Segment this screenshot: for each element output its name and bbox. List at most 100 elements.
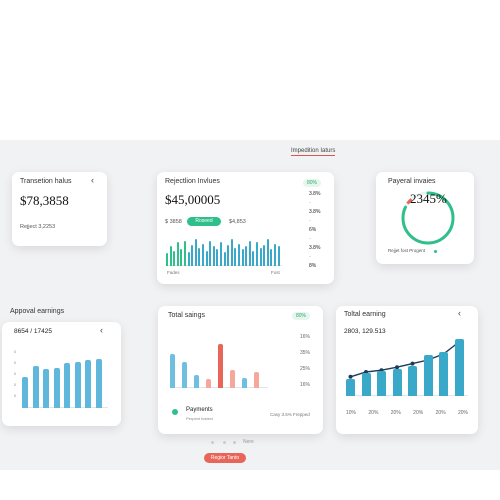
axis-label-left: Fades — [167, 270, 180, 275]
y-label: 8 — [14, 361, 16, 365]
x-label: 20% — [390, 410, 401, 416]
rejection-bar — [180, 249, 183, 266]
side-stat: - — [309, 200, 311, 206]
payments-dot-icon — [172, 409, 178, 415]
rejection-bar — [173, 251, 176, 266]
legend-title: Payments — [186, 407, 213, 413]
progress-ring-fill — [401, 191, 455, 245]
side-stat: - — [309, 218, 311, 224]
trend-point — [348, 374, 353, 379]
approval-bar — [22, 377, 28, 408]
rejection-bar — [205, 251, 208, 266]
side-stat: 3.8% — [309, 191, 321, 197]
payeral-card: Payeral invaies 2345% Rejjet fost Progen… — [376, 172, 474, 264]
approval-bar — [74, 362, 81, 408]
earning-bar — [439, 352, 448, 396]
y-axis-labels: 8 8 8 8 8 — [14, 350, 20, 405]
rejection-bar — [245, 246, 248, 266]
top-tab-link[interactable]: Impedition Iaturs — [291, 148, 336, 156]
approval-bar-chart — [22, 352, 108, 408]
rejection-bar — [277, 246, 280, 266]
right-labels: 16% 35% 25% 16% — [300, 334, 310, 398]
transaction-card: Transetion halus ‹ $78,3858 Rejject 3,22… — [12, 172, 107, 246]
rejection-bar — [227, 245, 230, 266]
chevron-left-icon[interactable]: ‹ — [458, 308, 461, 318]
rejection-bar — [263, 245, 266, 266]
page-dot[interactable] — [211, 441, 214, 444]
trend-point — [410, 361, 415, 366]
pager-text[interactable]: Nere — [243, 439, 254, 445]
footer-button[interactable]: Regior Tanto — [204, 453, 246, 463]
y-label: 8 — [14, 383, 16, 387]
earning-bar — [423, 355, 433, 396]
y-label: 8 — [14, 350, 16, 354]
rejection-bar — [223, 252, 226, 266]
rejection-bar — [234, 248, 237, 266]
chevron-left-icon[interactable]: ‹ — [100, 325, 103, 335]
approval-bar — [85, 360, 91, 408]
rejection-bar — [252, 251, 255, 266]
status-dot-icon — [434, 250, 437, 253]
card-value: $78,3858 — [20, 193, 69, 208]
savings-bar — [206, 379, 211, 388]
y-label: 8 — [14, 372, 16, 376]
card-footer: Rejject 3,2253 — [20, 224, 56, 230]
card-title: Rejectlion Invlues — [165, 178, 220, 185]
side-stat: 3.8% — [309, 245, 321, 251]
card-value: 8654 / 17425 — [14, 328, 52, 335]
savings-bar — [170, 354, 175, 388]
card-value: $45,00005 — [165, 192, 221, 207]
trend-point — [395, 365, 399, 370]
x-label: 20% — [368, 410, 379, 416]
progress-ring — [401, 191, 455, 245]
x-label: 20% — [457, 410, 468, 416]
savings-bar — [218, 344, 223, 388]
rejection-bar — [176, 242, 179, 266]
rose-button[interactable]: Roseed — [187, 217, 221, 226]
rejection-bar-chart — [166, 238, 282, 266]
earning-bar — [454, 339, 464, 396]
rejection-bar — [256, 242, 258, 266]
rejection-bar — [259, 248, 262, 266]
side-stat: 8% — [309, 263, 317, 269]
earning-bar — [346, 379, 355, 396]
rejection-bar — [191, 245, 194, 266]
rejection-bar — [202, 244, 204, 266]
card-title: Appoval earnings — [10, 308, 65, 315]
side-stat: 3.8% — [309, 209, 321, 215]
chart-baseline — [346, 395, 468, 396]
rejection-bar — [220, 242, 222, 266]
status-badge: 80% — [303, 179, 322, 187]
rejection-bar — [198, 248, 201, 266]
right-label: 16% — [300, 382, 311, 388]
savings-bar-chart — [170, 336, 268, 388]
rejection-bar — [184, 241, 186, 266]
savings-bar — [242, 378, 247, 388]
approval-bar — [64, 363, 70, 408]
card-title: Payeral invaies — [388, 178, 436, 185]
right-label: 16% — [300, 334, 311, 340]
legend-right: Casy 3.5% Frepped — [270, 412, 310, 417]
rejection-bar — [248, 241, 251, 266]
sub-value-right: $4,853 — [229, 219, 246, 225]
savings-bar — [194, 375, 199, 388]
earning-bar — [392, 369, 402, 396]
chevron-left-icon[interactable]: ‹ — [91, 175, 94, 185]
earning-bar — [377, 371, 386, 396]
rejection-bar — [166, 253, 168, 266]
sub-value-left: $ 3858 — [165, 219, 182, 225]
earning-bar — [361, 373, 371, 396]
side-stat: - — [309, 254, 311, 260]
rejection-bar — [194, 239, 197, 266]
card-title: Toltal earning — [344, 311, 386, 318]
progress-ring-accent — [401, 191, 455, 245]
side-stat: 6% — [309, 227, 317, 233]
rejection-bar — [274, 244, 276, 266]
rejection-bar — [238, 244, 240, 266]
savings-bar — [230, 370, 235, 388]
earning-bar — [408, 366, 417, 396]
page-dot[interactable] — [233, 441, 236, 444]
approval-bar — [53, 368, 60, 408]
page-dot[interactable] — [223, 441, 226, 444]
x-axis-labels: 10% 20% 20% 20% 20% 20% — [346, 410, 468, 416]
